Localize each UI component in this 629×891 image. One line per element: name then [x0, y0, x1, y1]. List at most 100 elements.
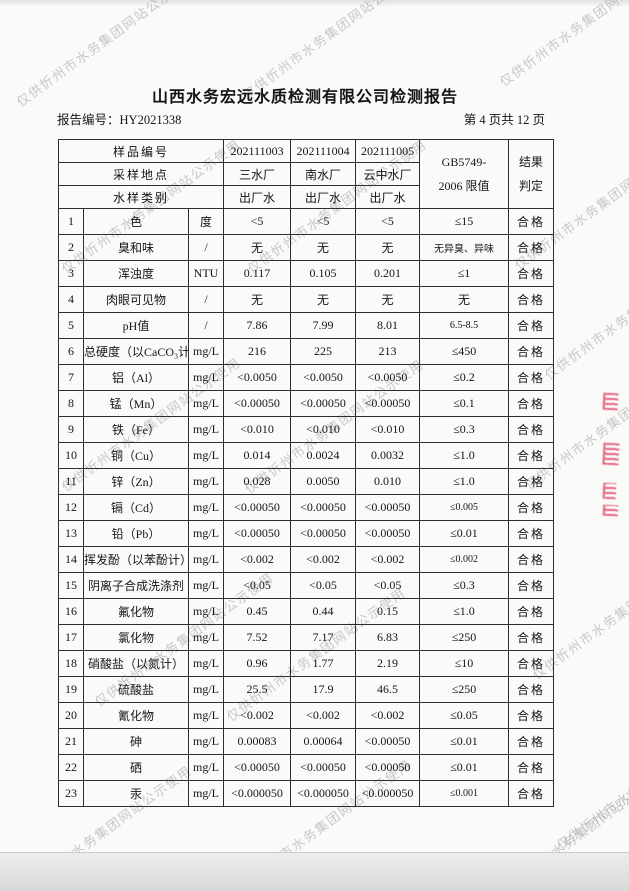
table-row: 7 铝（Al） mg/L <0.0050 <0.0050 <0.0050 ≤0.2 合格 [58, 364, 555, 391]
value-cell: 8.01 [355, 312, 421, 339]
unit-cell: NTU [187, 260, 225, 287]
value-cell: 0.105 [290, 260, 357, 287]
row-index-cell: 9 [58, 416, 84, 443]
value-cell: 0.45 [223, 598, 292, 625]
unit-cell: mg/L [187, 572, 225, 599]
item-name-cell: 硒 [83, 754, 189, 781]
limit-cell: ≤450 [419, 338, 510, 365]
row-index-cell: 12 [58, 494, 84, 521]
result-cell: 合格 [508, 624, 555, 651]
table-row: 16 氟化物 mg/L 0.45 0.44 0.15 ≤1.0 合格 [58, 598, 555, 625]
result-cell: 合格 [508, 442, 555, 469]
table-row: 18 硝酸盐（以氮计） mg/L 0.96 1.77 2.19 ≤10 合格 [58, 650, 555, 677]
result-cell: 合格 [508, 208, 555, 235]
watermark-text: 仅供忻州市水务集团网站公示使用 [553, 712, 629, 853]
value-cell: <0.0050 [290, 364, 357, 391]
row-index-cell: 4 [58, 286, 84, 313]
value-cell: 0.010 [355, 468, 421, 495]
value-cell: <0.002 [223, 546, 292, 573]
table-row: 13 铅（Pb） mg/L <0.00050 <0.00050 <0.00050 ≤0.01… [58, 520, 555, 547]
limit-cell: ≤0.3 [419, 416, 510, 443]
table-row: 20 氰化物 mg/L <0.002 <0.002 <0.002 ≤0.05 合格 [58, 702, 555, 729]
limit-cell: ≤1.0 [419, 442, 510, 469]
limit-cell: ≤0.01 [419, 728, 510, 755]
value-cell: <0.00050 [355, 754, 421, 781]
value-cell: <0.002 [355, 546, 421, 573]
value-cell: 0.201 [355, 260, 421, 287]
result-cell: 合格 [508, 390, 555, 417]
unit-cell: / [187, 234, 225, 261]
value-cell: 无 [355, 286, 421, 313]
item-name-cell: 氰化物 [83, 702, 189, 729]
water-type-3: 出厂水 [355, 185, 421, 209]
result-cell: 合格 [508, 312, 555, 339]
item-name-cell: 硫酸盐 [83, 676, 189, 703]
value-cell: 7.52 [223, 624, 292, 651]
value-cell: <5 [223, 208, 292, 235]
unit-cell: mg/L [187, 702, 225, 729]
limit-cell: ≤250 [419, 624, 510, 651]
row-index-cell: 2 [58, 234, 84, 261]
value-cell: <5 [290, 208, 357, 235]
result-cell: 合格 [508, 416, 555, 443]
unit-cell: mg/L [187, 468, 225, 495]
row-index-cell: 1 [58, 208, 84, 235]
value-cell: <0.000050 [355, 780, 421, 807]
item-name-cell: pH值 [83, 312, 189, 339]
value-cell: <0.002 [290, 546, 357, 573]
item-name-cell: 氟化物 [83, 598, 189, 625]
value-cell: 25.5 [223, 676, 292, 703]
limit-cell: ≤0.2 [419, 364, 510, 391]
row-index-cell: 10 [58, 442, 84, 469]
item-name-cell: 锌（Zn） [83, 468, 189, 495]
value-cell: <0.00050 [290, 520, 357, 547]
value-cell: 17.9 [290, 676, 357, 703]
value-cell: 7.17 [290, 624, 357, 651]
item-name-cell: 硝酸盐（以氮计） [83, 650, 189, 677]
item-name-cell: 铝（Al） [83, 364, 189, 391]
limit-cell: ≤1.0 [419, 468, 510, 495]
location-2: 南水厂 [290, 162, 357, 186]
unit-cell: 度 [187, 208, 225, 235]
limit-cell: ≤250 [419, 676, 510, 703]
value-cell: 0.00064 [290, 728, 357, 755]
limit-cell: ≤15 [419, 208, 510, 235]
value-cell: 0.0024 [290, 442, 357, 469]
unit-cell: mg/L [187, 520, 225, 547]
result-cell: 合格 [508, 728, 555, 755]
value-cell: <0.00050 [290, 754, 357, 781]
sample-id-3: 202111005 [355, 139, 421, 163]
unit-cell: mg/L [187, 598, 225, 625]
value-cell: <0.010 [355, 416, 421, 443]
scan-top-shadow [0, 0, 629, 7]
item-name-cell: 挥发酚（以苯酚计） [83, 546, 189, 573]
row-index-cell: 21 [58, 728, 84, 755]
value-cell: <0.0050 [355, 364, 421, 391]
unit-cell: mg/L [187, 624, 225, 651]
value-cell: 7.86 [223, 312, 292, 339]
row-index-cell: 17 [58, 624, 84, 651]
limit-cell: ≤0.3 [419, 572, 510, 599]
result-cell: 合格 [508, 572, 555, 599]
value-cell: 0.0050 [290, 468, 357, 495]
item-name-cell: 浑浊度 [83, 260, 189, 287]
red-seal-fragment-piece [602, 392, 619, 411]
value-cell: 无 [223, 234, 292, 261]
value-cell: 216 [223, 338, 292, 365]
result-cell: 合格 [508, 494, 555, 521]
results-tbody: 1 色度 <5 <5 <5 ≤15 合格 2 臭和味 / 无无无无异臭、异味 合格 3 浑浊度 NTU 0.1… [58, 208, 555, 807]
result-cell: 合格 [508, 364, 555, 391]
result-header-line1: 结果 [519, 155, 544, 169]
unit-cell: mg/L [187, 364, 225, 391]
result-cell: 合格 [508, 754, 555, 781]
result-cell: 合格 [508, 546, 555, 573]
result-cell: 合格 [508, 468, 555, 495]
item-name-cell: 色 [83, 208, 189, 235]
item-name-cell: 阴离子合成洗涤剂 [83, 572, 189, 599]
value-cell: 无 [223, 286, 292, 313]
location-label: 采样地点 [57, 162, 225, 186]
water-type-2: 出厂水 [290, 185, 357, 209]
table-row: 8 锰（Mn） mg/L <0.00050 <0.00050 <0.00050 ≤0.1 合格 [58, 390, 555, 417]
